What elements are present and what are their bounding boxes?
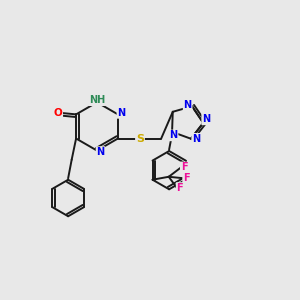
Text: O: O: [53, 108, 62, 118]
Text: N: N: [184, 100, 192, 110]
Text: N: N: [202, 114, 210, 124]
Text: NH: NH: [89, 95, 105, 105]
Text: F: F: [183, 173, 190, 183]
Text: N: N: [97, 147, 105, 157]
Text: S: S: [136, 134, 144, 143]
Text: F: F: [181, 162, 188, 172]
Text: N: N: [169, 130, 178, 140]
Text: N: N: [117, 108, 125, 118]
Text: N: N: [192, 134, 200, 144]
Text: F: F: [177, 183, 183, 193]
